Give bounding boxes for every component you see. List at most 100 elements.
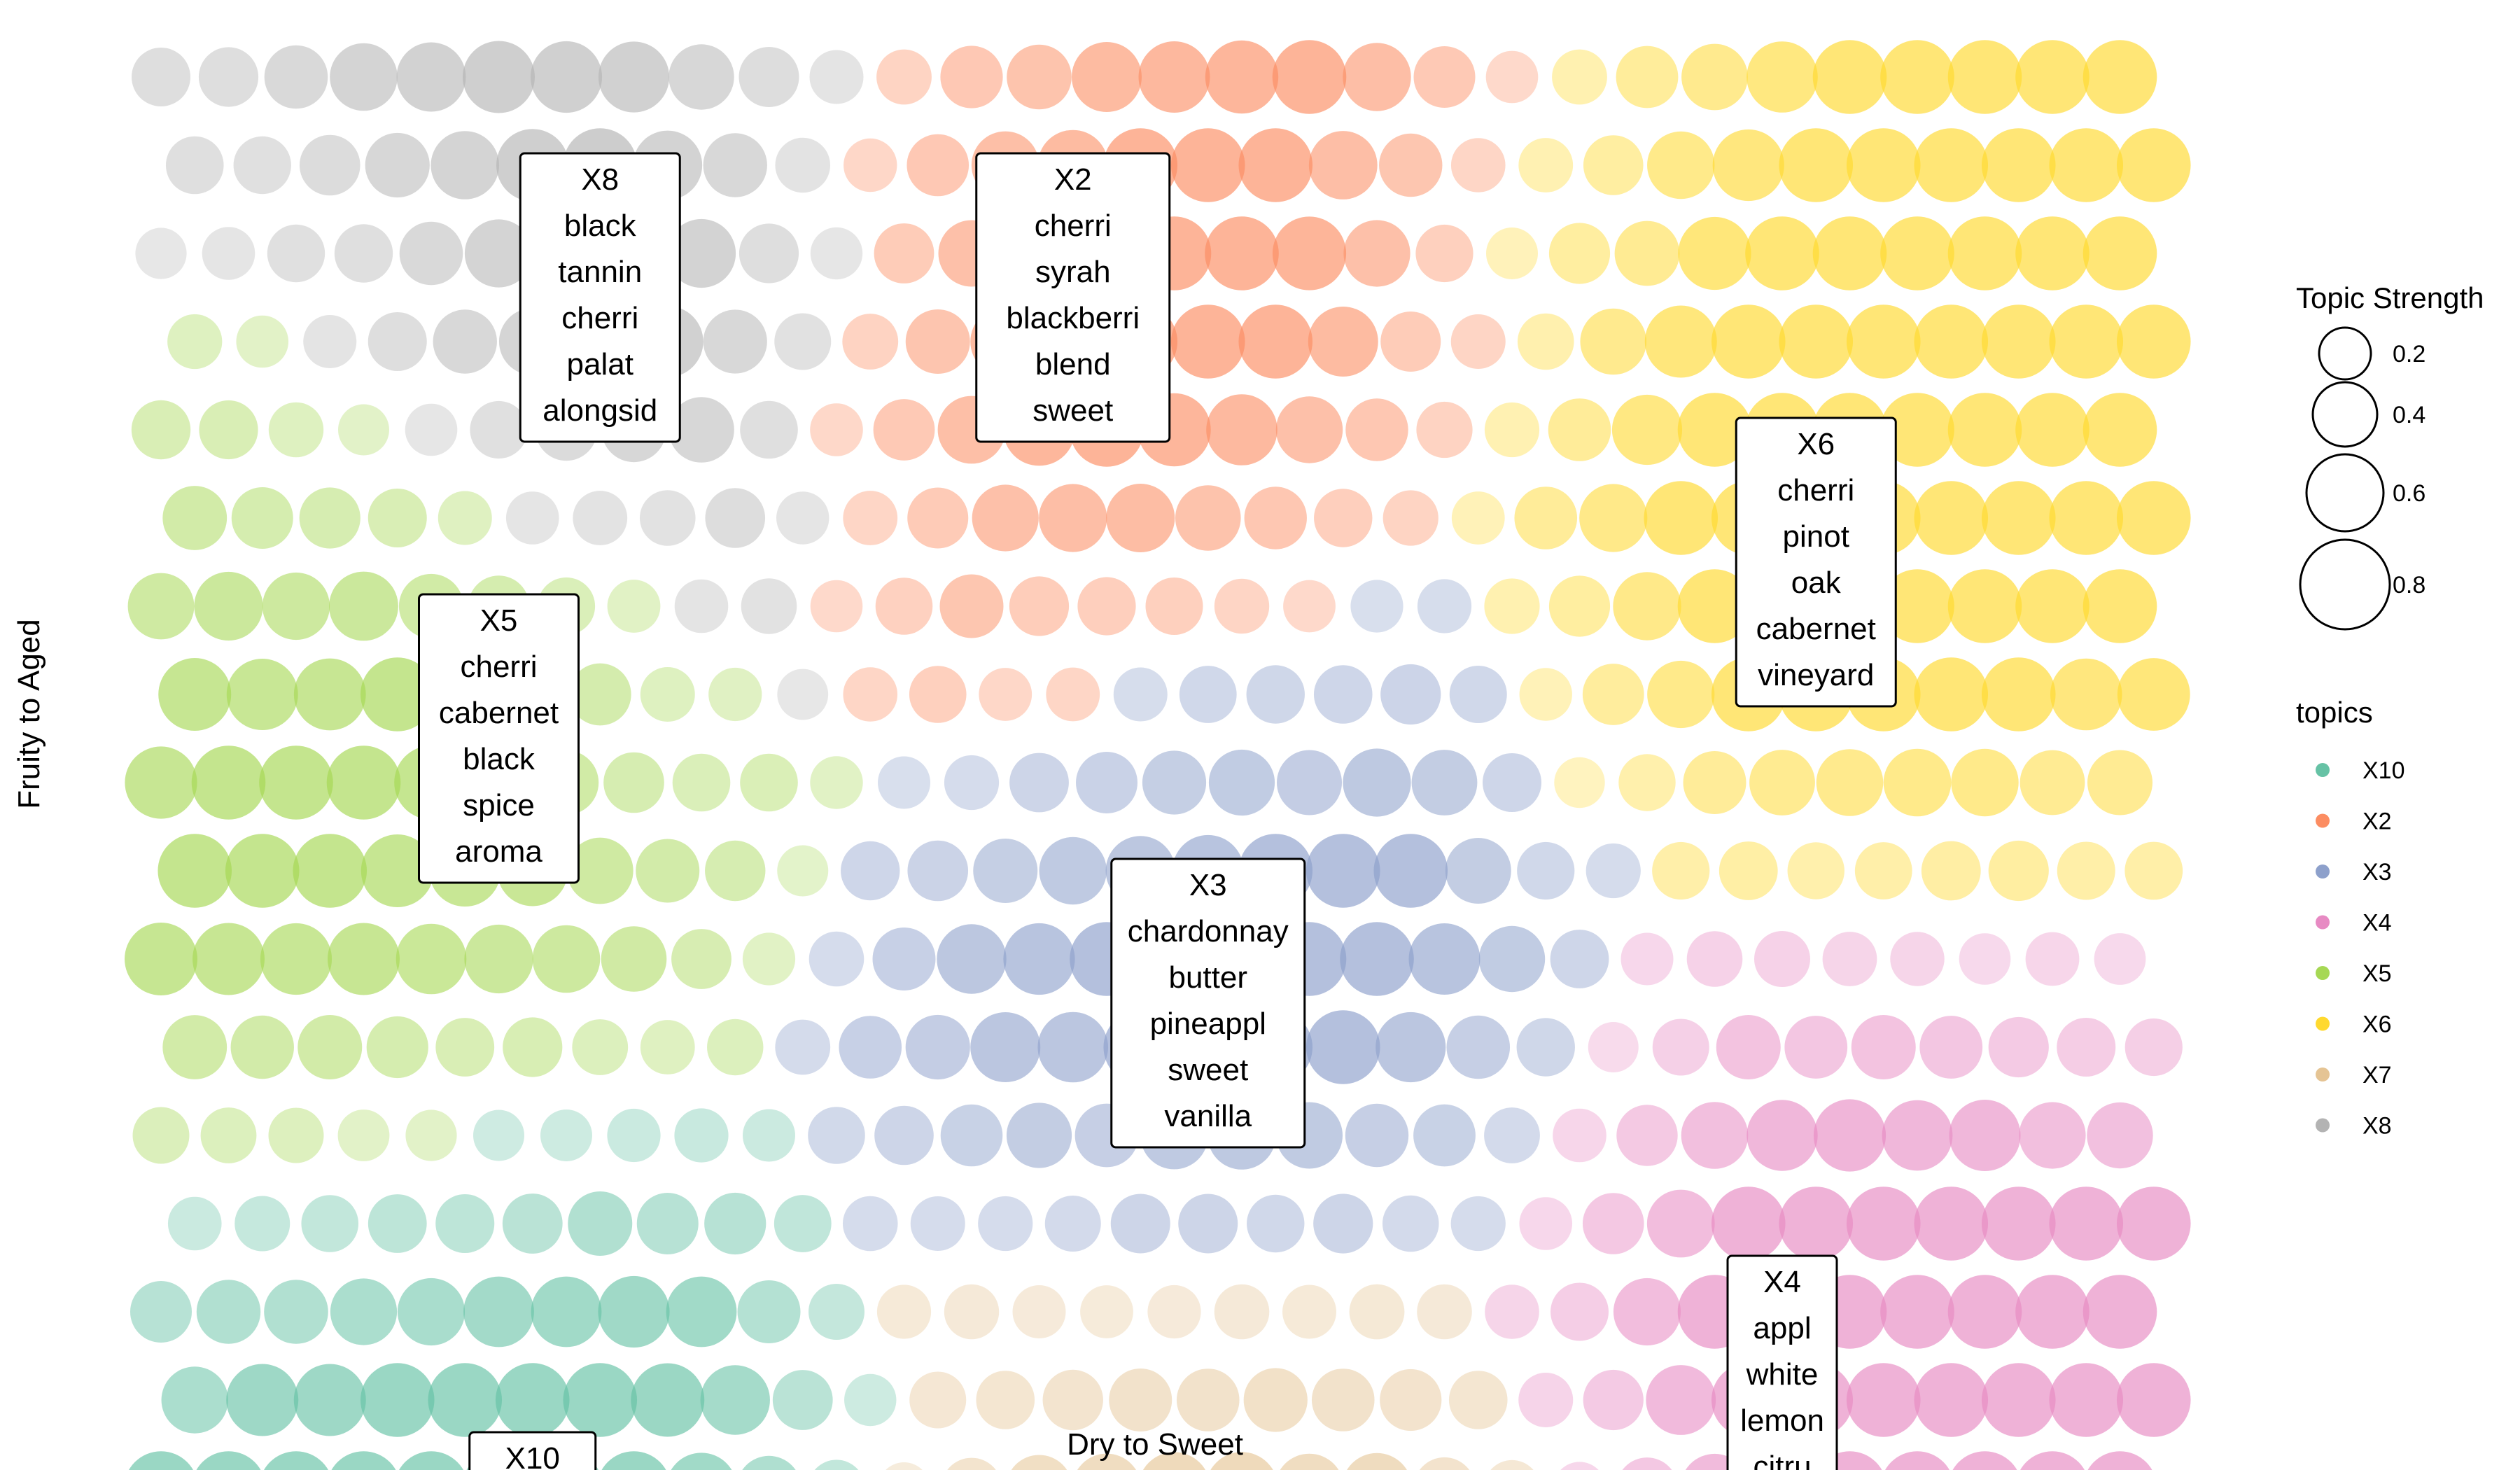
topic-label-term: cabernet [1756, 612, 1876, 646]
point-X5 [192, 923, 265, 995]
point-X6 [2117, 658, 2190, 731]
color-legend-key [2316, 813, 2330, 828]
point-X8 [233, 136, 291, 195]
point-X8 [303, 315, 357, 368]
point-X7 [1349, 1284, 1405, 1340]
point-X3 [1376, 1011, 1446, 1083]
point-X3 [1313, 665, 1373, 724]
point-X10 [463, 1276, 534, 1348]
point-X4 [1981, 1363, 2056, 1437]
legend: Topic Strength 0.2 0.4 0.6 0.8 topics X10 X2… [2296, 281, 2484, 1140]
point-X8 [738, 47, 799, 107]
point-X6 [2087, 750, 2152, 816]
point-X6 [1880, 216, 1954, 290]
point-X7 [1311, 1368, 1375, 1432]
point-X6 [1582, 664, 1644, 725]
point-X4 [1553, 1108, 1606, 1163]
point-X4 [1882, 1100, 1953, 1171]
point-X6 [1486, 227, 1538, 279]
point-X2 [1416, 401, 1473, 458]
point-X3 [1382, 1195, 1439, 1252]
topic-label-term: white [1746, 1357, 1819, 1392]
point-X10 [743, 1109, 795, 1162]
point-X3 [1586, 843, 1641, 899]
point-X8 [666, 218, 736, 288]
point-X4 [1813, 1099, 1886, 1172]
point-X8 [202, 227, 255, 280]
size-legend-items: 0.2 0.4 0.6 0.8 [2299, 326, 2426, 631]
point-X4 [1620, 932, 1674, 986]
point-X6 [1711, 304, 1786, 379]
point-X6 [1846, 304, 1921, 379]
point-X5 [360, 657, 435, 732]
point-X2 [1308, 307, 1378, 377]
point-X6 [1616, 46, 1679, 108]
topic-label-name: X3 [1189, 868, 1227, 902]
point-X5 [640, 667, 695, 722]
point-X3 [1313, 1194, 1373, 1254]
point-X5 [707, 1018, 764, 1076]
point-X5 [199, 400, 258, 460]
point-X4 [2020, 1451, 2085, 1470]
point-X4 [1919, 1016, 1983, 1079]
point-X5 [360, 834, 434, 907]
color-legend-label: X6 [2362, 1011, 2392, 1038]
point-X3 [1345, 1103, 1409, 1168]
topic-label-term: blackberri [1006, 301, 1140, 335]
point-X2 [972, 484, 1039, 552]
size-legend-label: 0.8 [2393, 572, 2426, 598]
point-X5 [226, 659, 298, 730]
topic-label-term: spice [463, 788, 535, 822]
point-X6 [1613, 572, 1681, 640]
point-X4 [1583, 1369, 1644, 1431]
point-X8 [809, 50, 864, 104]
point-X6 [1681, 43, 1748, 111]
topic-label-term: cherri [561, 301, 638, 335]
point-X8 [674, 579, 729, 634]
point-X6 [2049, 128, 2124, 202]
point-X5 [158, 658, 232, 731]
point-X5 [268, 1107, 324, 1163]
point-X6 [1787, 842, 1844, 899]
point-X6 [2015, 393, 2090, 467]
point-X4 [1681, 1102, 1749, 1169]
point-X6 [1554, 757, 1605, 808]
point-X3 [1044, 1196, 1101, 1252]
point-X8 [165, 136, 224, 195]
point-X6 [1518, 138, 1574, 192]
point-X2 [1205, 216, 1279, 290]
topic-label-term: aroma [455, 834, 542, 869]
point-X8 [399, 221, 463, 286]
point-X2 [1214, 578, 1270, 634]
point-X10 [301, 1195, 359, 1252]
point-X8 [396, 42, 466, 112]
topic-label-term: tannin [558, 255, 642, 289]
point-X5 [299, 487, 360, 549]
point-X6 [1644, 481, 1718, 555]
point-X10 [330, 1278, 398, 1345]
point-X5 [366, 1016, 428, 1079]
point-X2 [844, 138, 897, 192]
point-X4 [1622, 1457, 1672, 1470]
topic-label-term: chardonnay [1128, 914, 1289, 948]
point-X4 [1988, 1016, 2049, 1078]
point-X8 [430, 131, 500, 200]
point-X2 [874, 223, 934, 284]
point-X6 [1652, 841, 1710, 900]
point-X4 [1518, 1373, 1574, 1427]
point-X8 [668, 44, 734, 110]
point-X4 [1519, 1197, 1573, 1250]
point-X7 [876, 1284, 932, 1339]
point-X2 [1077, 577, 1136, 636]
point-X8 [810, 227, 863, 280]
point-X4 [1784, 1016, 1848, 1079]
point-X2 [842, 314, 899, 370]
point-X4 [1646, 1189, 1715, 1258]
point-X7 [1448, 1371, 1508, 1429]
point-X6 [2015, 40, 2090, 114]
color-legend-key [2316, 763, 2330, 777]
point-X6 [2082, 40, 2157, 114]
point-X2 [1106, 484, 1175, 552]
point-X8 [738, 223, 799, 284]
point-X5 [337, 1110, 390, 1161]
